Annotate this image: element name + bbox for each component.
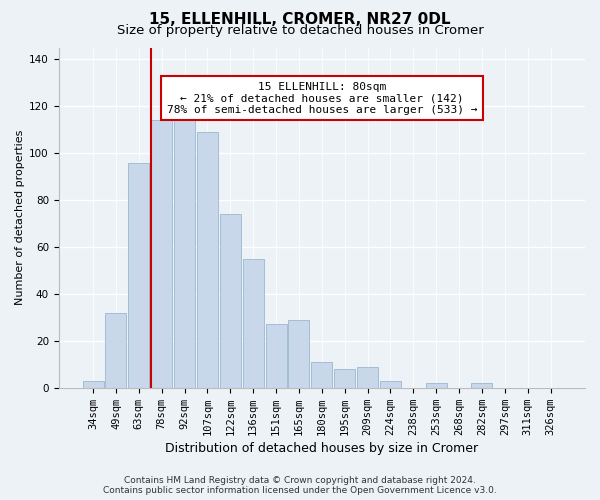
Y-axis label: Number of detached properties: Number of detached properties — [15, 130, 25, 306]
X-axis label: Distribution of detached houses by size in Cromer: Distribution of detached houses by size … — [165, 442, 478, 455]
Text: Contains HM Land Registry data © Crown copyright and database right 2024.
Contai: Contains HM Land Registry data © Crown c… — [103, 476, 497, 495]
Bar — [380, 381, 401, 388]
Bar — [197, 132, 218, 388]
Bar — [128, 162, 149, 388]
Bar — [334, 369, 355, 388]
Bar — [220, 214, 241, 388]
Bar — [106, 312, 127, 388]
Bar — [266, 324, 287, 388]
Bar — [289, 320, 310, 388]
Bar — [472, 383, 493, 388]
Bar — [425, 383, 447, 388]
Text: 15, ELLENHILL, CROMER, NR27 0DL: 15, ELLENHILL, CROMER, NR27 0DL — [149, 12, 451, 28]
Bar — [174, 120, 195, 388]
Bar — [242, 258, 264, 388]
Bar — [83, 381, 104, 388]
Text: 15 ELLENHILL: 80sqm
← 21% of detached houses are smaller (142)
78% of semi-detac: 15 ELLENHILL: 80sqm ← 21% of detached ho… — [167, 82, 477, 114]
Bar — [357, 366, 378, 388]
Bar — [311, 362, 332, 388]
Bar — [151, 120, 172, 388]
Text: Size of property relative to detached houses in Cromer: Size of property relative to detached ho… — [116, 24, 484, 37]
